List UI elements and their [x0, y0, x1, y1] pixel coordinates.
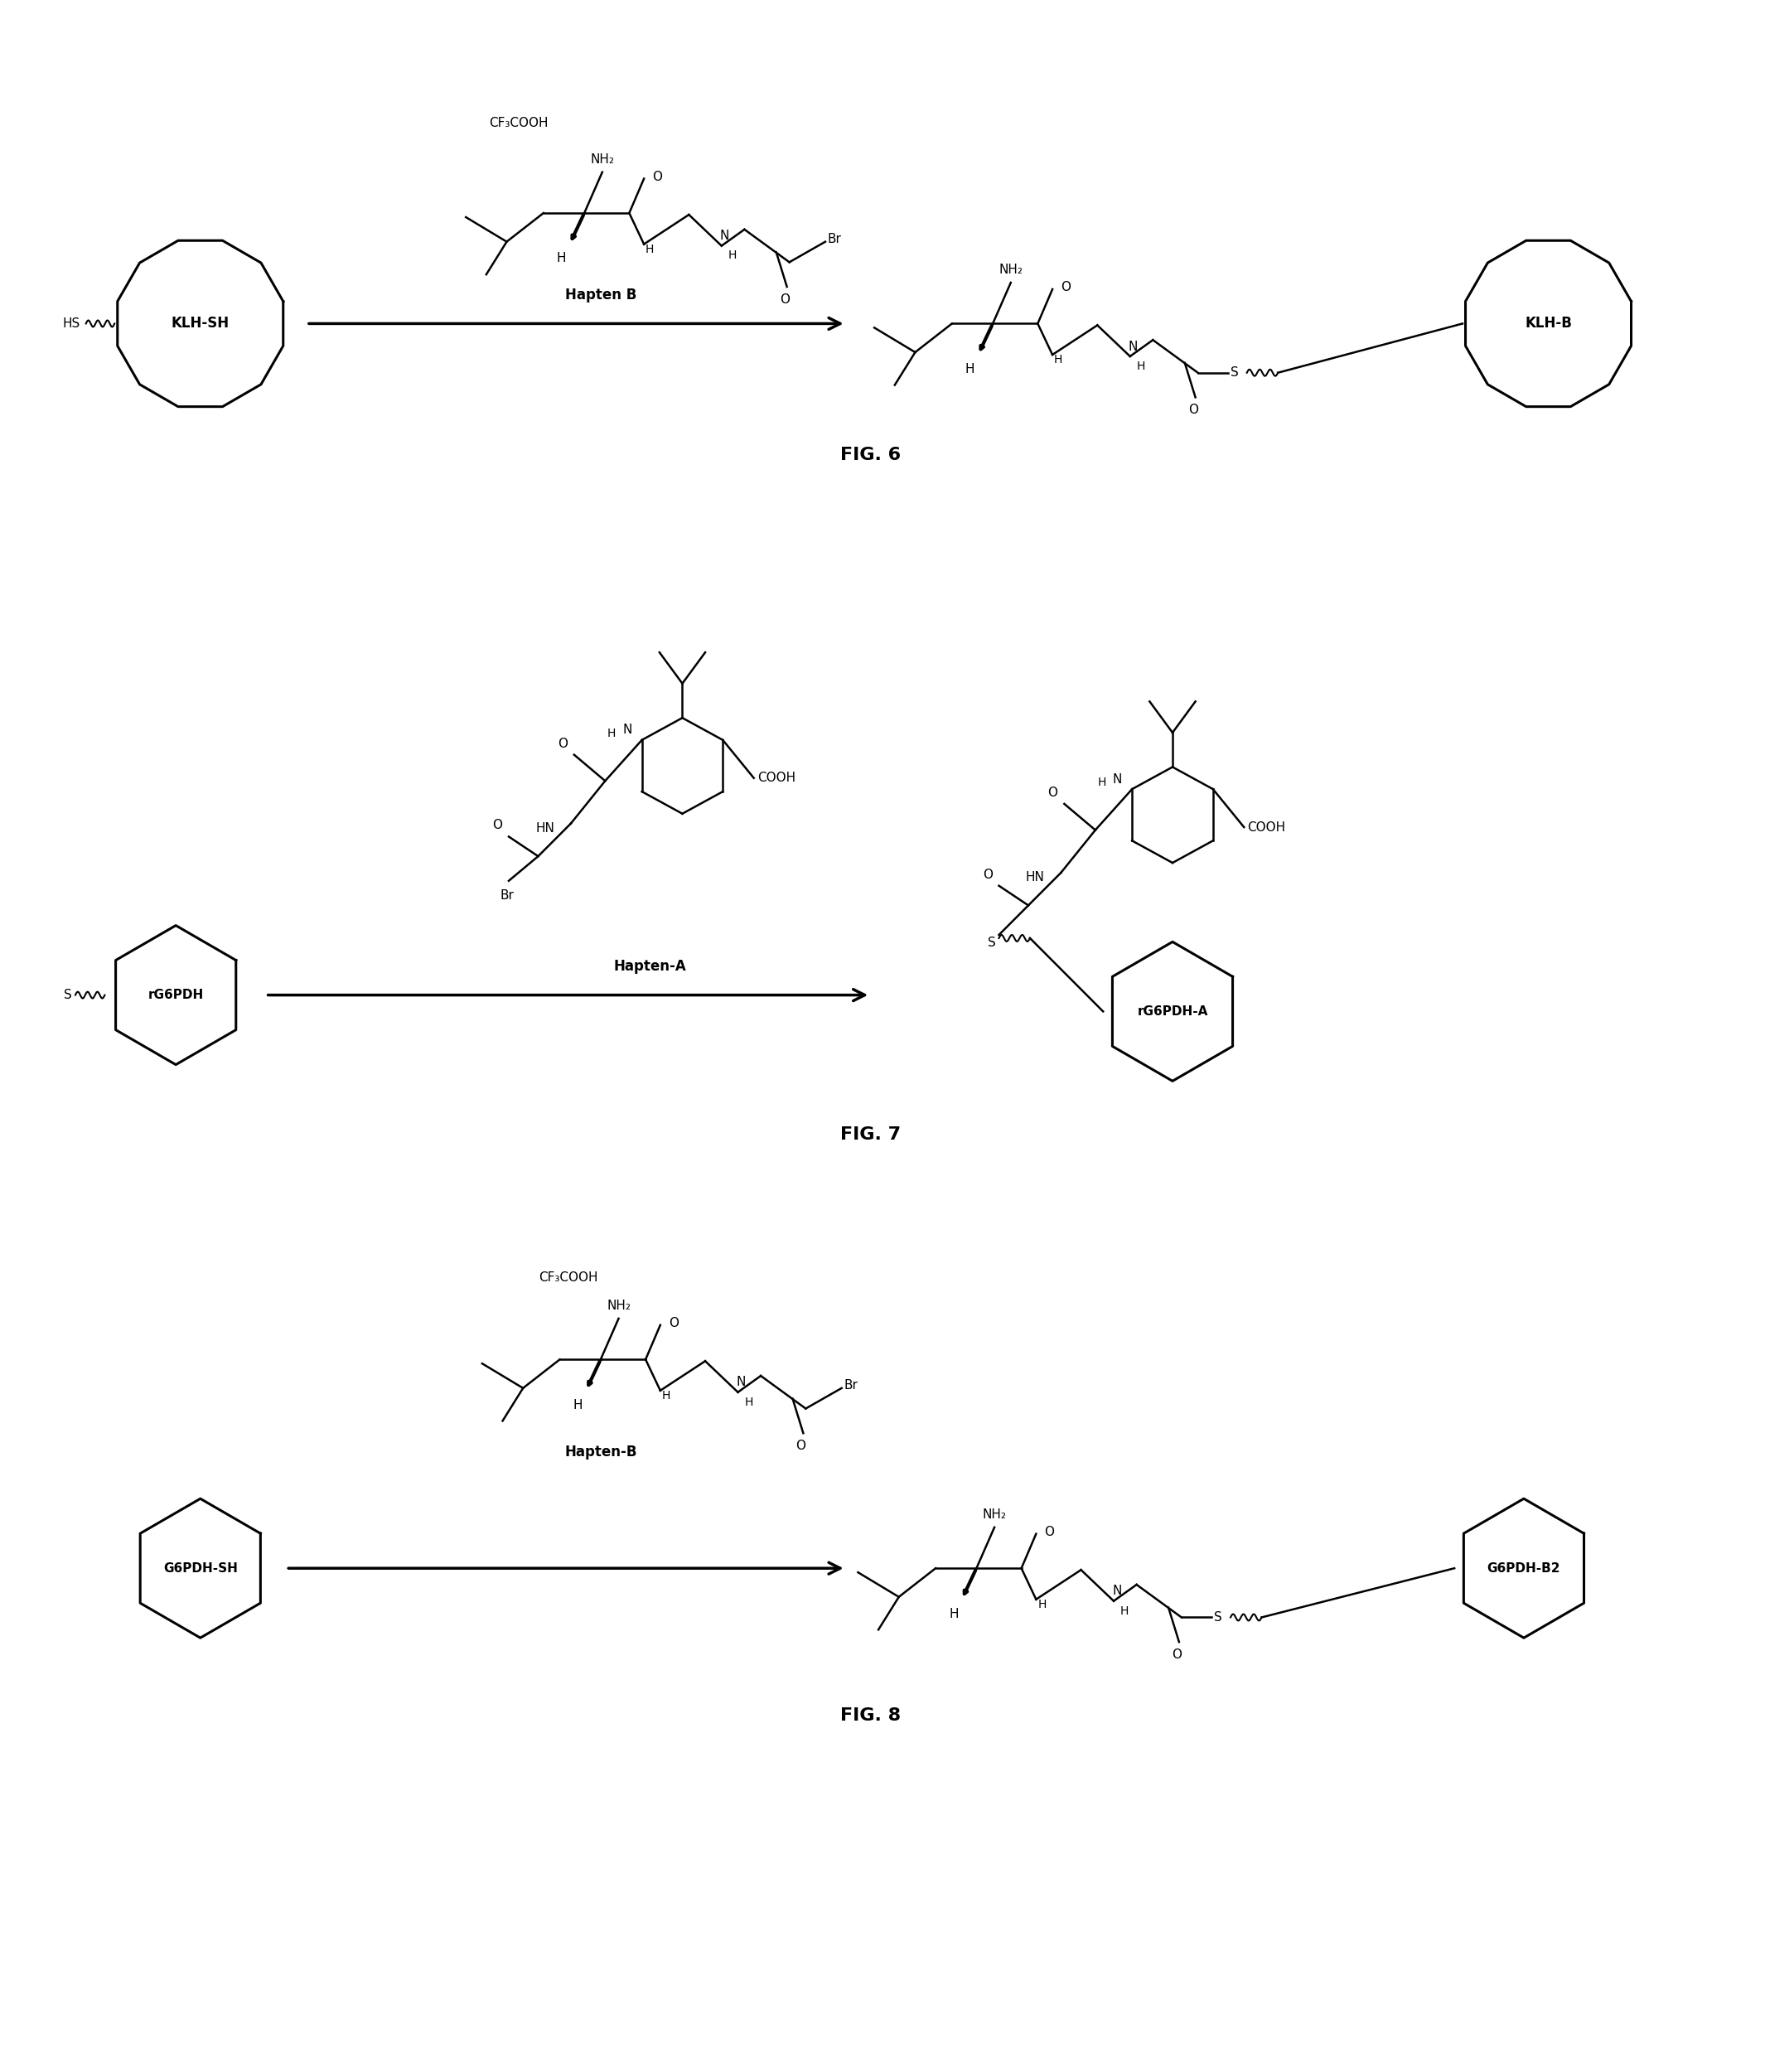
Text: O: O — [651, 170, 662, 182]
Text: O: O — [492, 818, 503, 831]
Text: HN: HN — [1025, 872, 1045, 885]
Text: H: H — [745, 1397, 754, 1407]
Text: O: O — [1188, 404, 1198, 416]
Text: H: H — [556, 253, 567, 265]
Text: O: O — [1061, 282, 1071, 294]
Text: H: H — [1137, 361, 1145, 373]
Text: G6PDH-B2: G6PDH-B2 — [1488, 1562, 1560, 1575]
Text: Br: Br — [844, 1380, 858, 1392]
Text: H: H — [950, 1608, 958, 1620]
Text: O: O — [1172, 1649, 1181, 1662]
Text: O: O — [669, 1318, 678, 1330]
Text: H: H — [965, 363, 974, 375]
Text: rG6PDH: rG6PDH — [148, 988, 203, 1001]
Text: N: N — [720, 230, 729, 242]
Text: NH₂: NH₂ — [999, 263, 1022, 276]
Text: CF₃COOH: CF₃COOH — [489, 116, 549, 128]
Text: Hapten-B: Hapten-B — [565, 1444, 637, 1459]
Text: Br: Br — [828, 232, 842, 244]
Text: N: N — [623, 723, 632, 736]
Text: S: S — [1214, 1612, 1223, 1624]
Text: FIG. 7: FIG. 7 — [840, 1125, 900, 1142]
Text: H: H — [574, 1399, 582, 1411]
Text: H: H — [662, 1390, 671, 1401]
Text: G6PDH-SH: G6PDH-SH — [162, 1562, 238, 1575]
Text: KLH-B: KLH-B — [1525, 317, 1573, 332]
Text: H: H — [1054, 354, 1063, 365]
Text: N: N — [1128, 340, 1138, 352]
Text: H: H — [646, 242, 655, 255]
Text: H: H — [1038, 1598, 1047, 1610]
Text: S: S — [988, 937, 995, 949]
Text: H: H — [729, 251, 736, 261]
Text: NH₂: NH₂ — [607, 1299, 630, 1312]
Text: COOH: COOH — [757, 773, 796, 785]
Text: O: O — [780, 294, 789, 307]
Text: KLH-SH: KLH-SH — [171, 317, 229, 332]
Text: NH₂: NH₂ — [983, 1508, 1006, 1521]
Text: HS: HS — [62, 317, 79, 329]
Text: O: O — [1045, 1525, 1054, 1537]
Text: S: S — [1230, 367, 1239, 379]
Text: Br: Br — [499, 889, 514, 901]
Text: N: N — [1114, 773, 1123, 785]
Text: O: O — [1048, 787, 1057, 800]
Text: HN: HN — [535, 823, 554, 835]
Text: rG6PDH-A: rG6PDH-A — [1137, 1005, 1207, 1017]
Text: H: H — [1098, 777, 1107, 787]
Text: O: O — [983, 868, 992, 881]
Text: CF₃COOH: CF₃COOH — [538, 1272, 598, 1285]
Text: O: O — [558, 738, 568, 750]
Text: N: N — [736, 1376, 745, 1388]
Text: S: S — [64, 988, 72, 1001]
Text: NH₂: NH₂ — [590, 153, 614, 166]
Text: Hapten-A: Hapten-A — [612, 959, 687, 974]
Text: FIG. 6: FIG. 6 — [840, 445, 900, 462]
Text: H: H — [1121, 1606, 1130, 1616]
Text: Hapten B: Hapten B — [565, 288, 637, 303]
Text: H: H — [607, 727, 616, 740]
Text: N: N — [1112, 1585, 1121, 1598]
Text: FIG. 8: FIG. 8 — [840, 1707, 900, 1724]
Text: COOH: COOH — [1248, 821, 1285, 833]
Text: O: O — [796, 1440, 807, 1452]
